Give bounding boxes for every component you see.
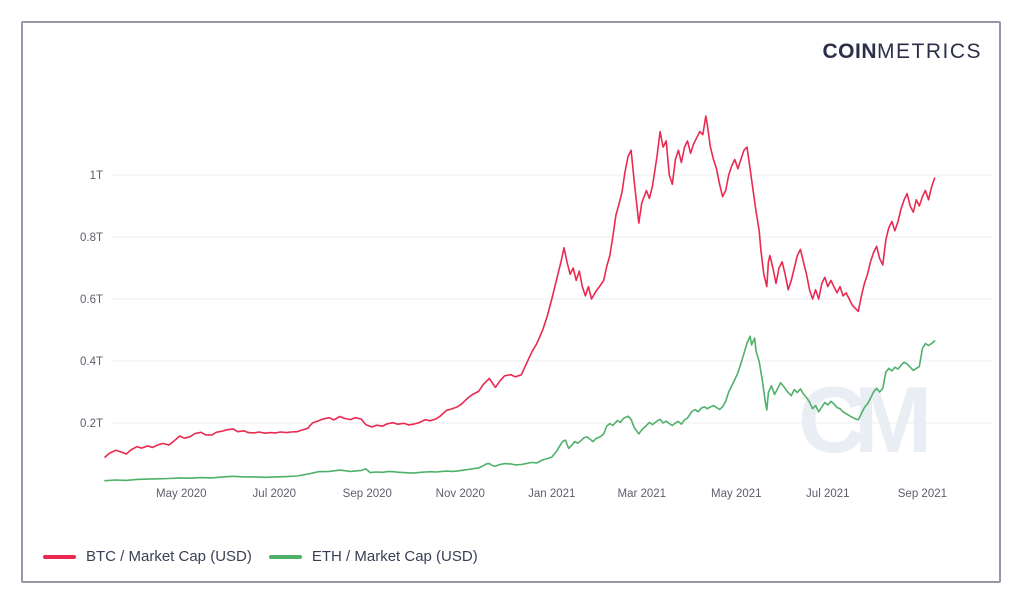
btc-line-swatch [43,554,76,559]
logo-text-coin: COIN [822,40,877,63]
btc-legend-label: BTC / Market Cap (USD) [86,548,252,565]
logo-text-metrics: METRICS [877,40,982,63]
chart-card [21,21,1001,583]
chart-legend: BTC / Market Cap (USD) ETH / Market Cap … [43,548,478,565]
legend-item-btc[interactable]: BTC / Market Cap (USD) [43,548,252,565]
eth-line-swatch [268,554,302,559]
legend-item-eth[interactable]: ETH / Market Cap (USD) [268,548,478,565]
coinmetrics-logo: COINMETRICS [823,41,983,62]
eth-legend-label: ETH / Market Cap (USD) [311,548,478,565]
